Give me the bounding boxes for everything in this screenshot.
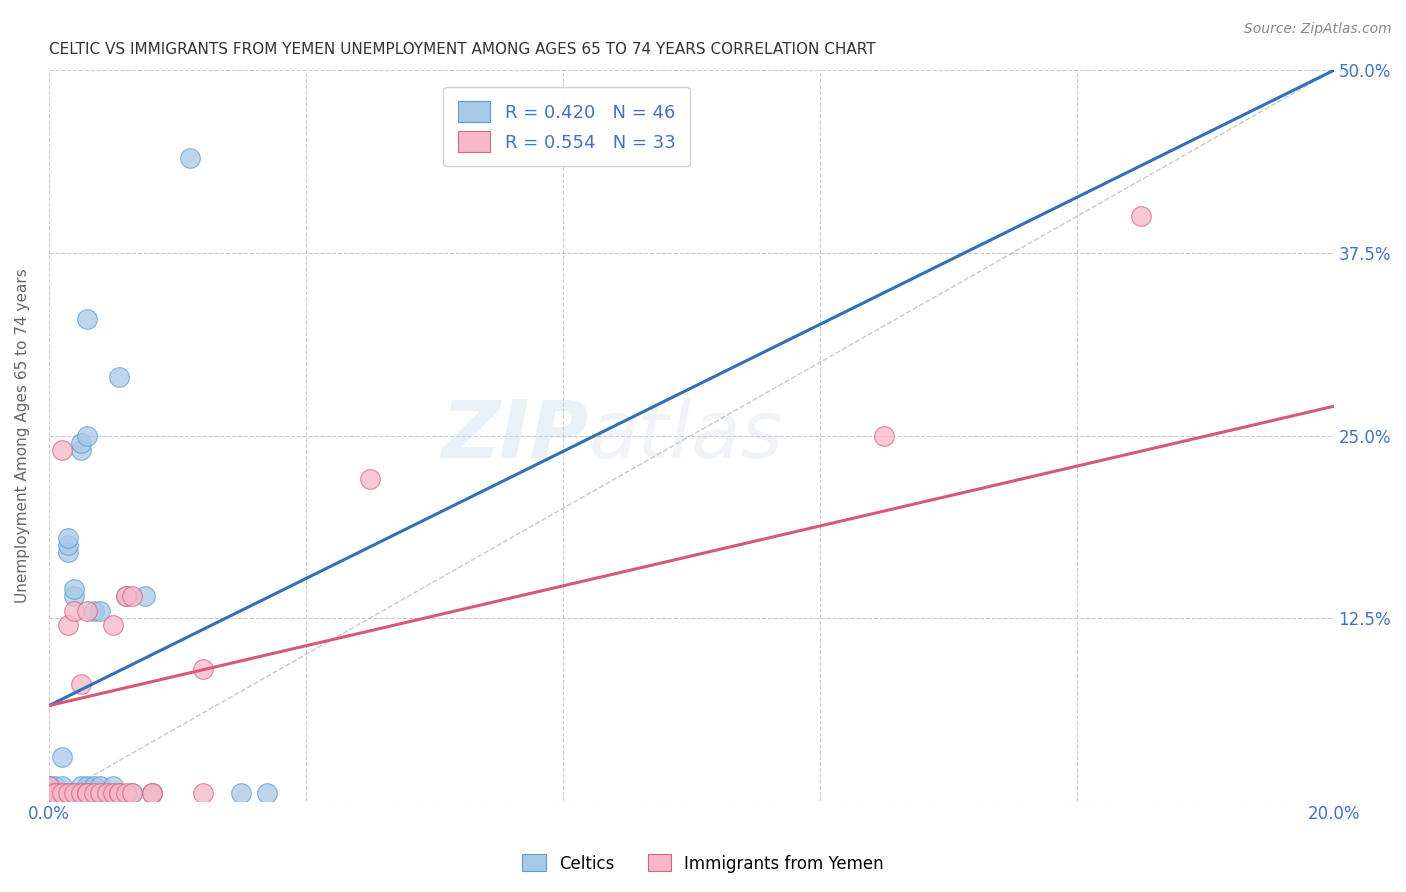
Point bbox=[56, 618, 79, 632]
Point bbox=[63, 786, 86, 800]
Point bbox=[114, 786, 136, 800]
Point bbox=[83, 786, 105, 800]
Point bbox=[51, 786, 73, 800]
Point bbox=[51, 786, 73, 800]
Point bbox=[76, 786, 98, 800]
Point bbox=[89, 786, 111, 800]
Point bbox=[44, 779, 66, 793]
Point bbox=[63, 589, 86, 603]
Text: atlas: atlas bbox=[588, 397, 783, 475]
Point bbox=[141, 786, 163, 800]
Point bbox=[101, 618, 124, 632]
Point bbox=[70, 435, 93, 450]
Point bbox=[101, 786, 124, 800]
Point bbox=[114, 589, 136, 603]
Point bbox=[63, 786, 86, 800]
Point bbox=[51, 779, 73, 793]
Point bbox=[191, 662, 214, 676]
Point bbox=[114, 589, 136, 603]
Point bbox=[108, 370, 131, 384]
Point bbox=[83, 779, 105, 793]
Point bbox=[51, 443, 73, 458]
Point bbox=[121, 786, 143, 800]
Point bbox=[76, 786, 98, 800]
Point bbox=[38, 779, 60, 793]
Point bbox=[101, 786, 124, 800]
Point bbox=[121, 589, 143, 603]
Point bbox=[89, 779, 111, 793]
Point bbox=[191, 786, 214, 800]
Text: ZIP: ZIP bbox=[441, 397, 588, 475]
Point bbox=[121, 786, 143, 800]
Point bbox=[108, 786, 131, 800]
Point bbox=[63, 786, 86, 800]
Y-axis label: Unemployment Among Ages 65 to 74 years: Unemployment Among Ages 65 to 74 years bbox=[15, 268, 30, 603]
Point bbox=[70, 786, 93, 800]
Point bbox=[63, 582, 86, 596]
Point bbox=[83, 786, 105, 800]
Point bbox=[70, 786, 93, 800]
Point bbox=[56, 531, 79, 545]
Point bbox=[76, 311, 98, 326]
Point bbox=[76, 604, 98, 618]
Point bbox=[134, 589, 156, 603]
Point bbox=[56, 786, 79, 800]
Point bbox=[96, 786, 118, 800]
Legend: Celtics, Immigrants from Yemen: Celtics, Immigrants from Yemen bbox=[516, 847, 890, 880]
Point bbox=[231, 786, 253, 800]
Point bbox=[76, 786, 98, 800]
Point bbox=[179, 151, 201, 165]
Text: Source: ZipAtlas.com: Source: ZipAtlas.com bbox=[1244, 22, 1392, 37]
Point bbox=[38, 786, 60, 800]
Point bbox=[70, 779, 93, 793]
Point bbox=[1129, 210, 1152, 224]
Point bbox=[51, 786, 73, 800]
Point bbox=[141, 786, 163, 800]
Point bbox=[38, 786, 60, 800]
Point bbox=[56, 545, 79, 559]
Point bbox=[141, 786, 163, 800]
Point bbox=[101, 779, 124, 793]
Point bbox=[44, 786, 66, 800]
Point bbox=[70, 677, 93, 691]
Point bbox=[56, 538, 79, 552]
Point bbox=[108, 786, 131, 800]
Legend: R = 0.420   N = 46, R = 0.554   N = 33: R = 0.420 N = 46, R = 0.554 N = 33 bbox=[443, 87, 690, 167]
Point bbox=[89, 604, 111, 618]
Point bbox=[76, 428, 98, 442]
Point bbox=[83, 604, 105, 618]
Point bbox=[256, 786, 278, 800]
Point bbox=[76, 779, 98, 793]
Point bbox=[70, 443, 93, 458]
Point bbox=[44, 786, 66, 800]
Text: CELTIC VS IMMIGRANTS FROM YEMEN UNEMPLOYMENT AMONG AGES 65 TO 74 YEARS CORRELATI: CELTIC VS IMMIGRANTS FROM YEMEN UNEMPLOY… bbox=[49, 42, 876, 57]
Point bbox=[44, 786, 66, 800]
Point bbox=[63, 604, 86, 618]
Point bbox=[359, 472, 381, 486]
Point bbox=[56, 786, 79, 800]
Point bbox=[70, 786, 93, 800]
Point bbox=[51, 786, 73, 800]
Point bbox=[96, 786, 118, 800]
Point bbox=[873, 428, 896, 442]
Point bbox=[44, 786, 66, 800]
Point bbox=[56, 786, 79, 800]
Point bbox=[38, 779, 60, 793]
Point bbox=[51, 749, 73, 764]
Point bbox=[44, 786, 66, 800]
Point bbox=[63, 786, 86, 800]
